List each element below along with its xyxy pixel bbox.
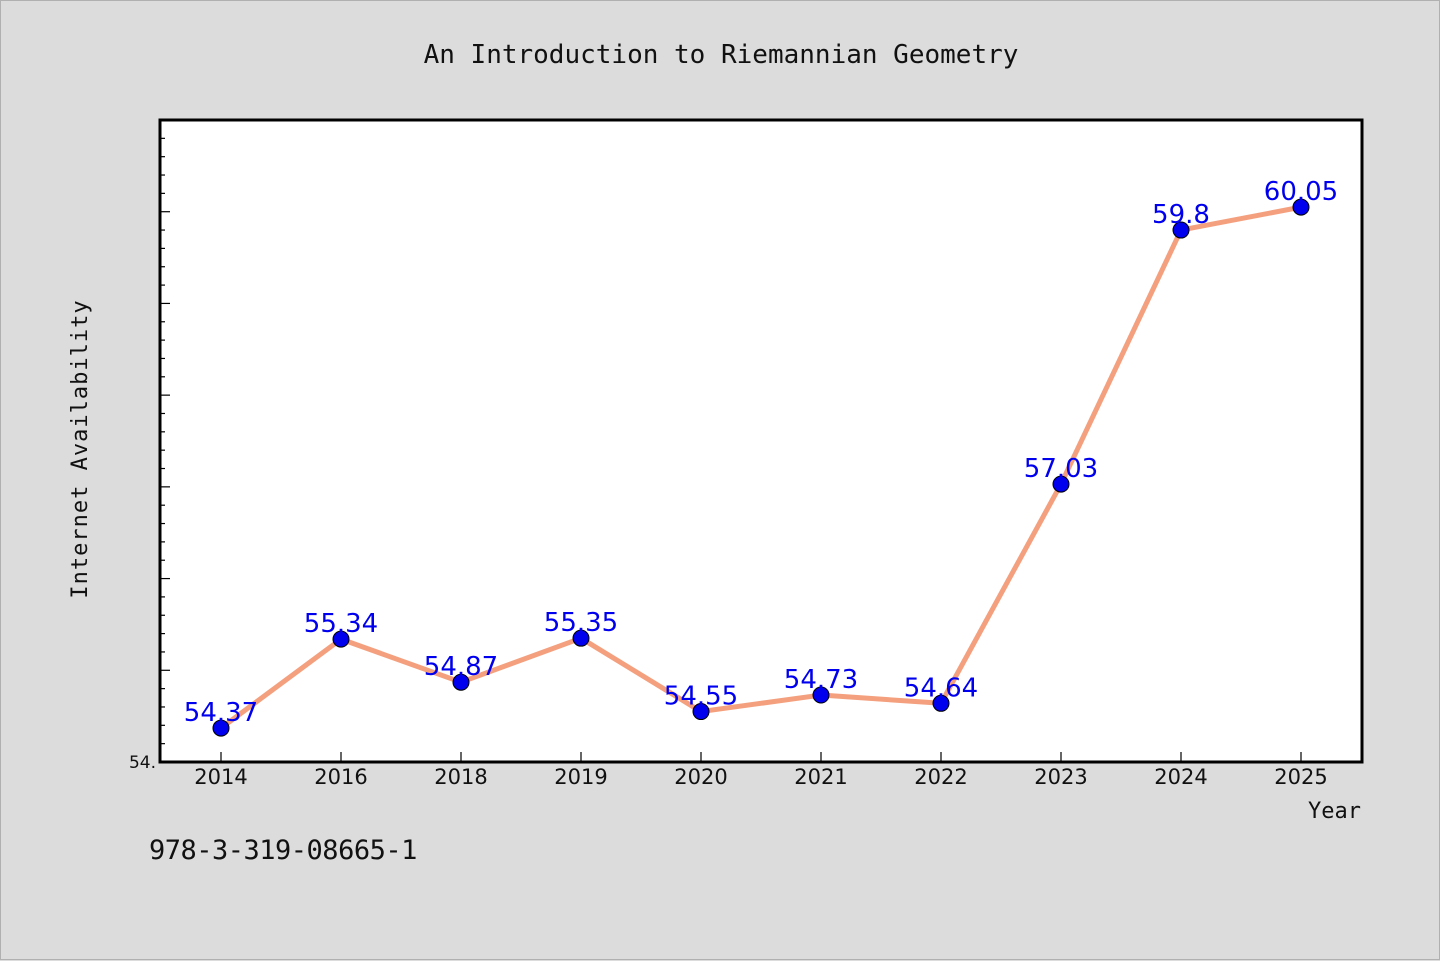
x-tick-label: 2016 <box>314 765 367 789</box>
data-point-marker <box>1052 475 1070 493</box>
x-tick-label: 2021 <box>794 765 847 789</box>
x-tick-label: 2023 <box>1034 765 1087 789</box>
x-tick-label: 2014 <box>194 765 247 789</box>
y-axis-ticks <box>160 119 170 763</box>
data-label: 57.03 <box>1024 454 1098 484</box>
x-tick-label: 2025 <box>1274 765 1327 789</box>
data-label: 54.64 <box>904 673 978 703</box>
data-point-marker <box>1292 198 1310 216</box>
y-axis-label: Internet Availability <box>68 299 93 598</box>
data-point-marker <box>452 673 470 691</box>
data-label: 55.34 <box>304 609 378 639</box>
data-label: 59.8 <box>1152 200 1210 230</box>
data-label: 54.87 <box>424 652 498 682</box>
x-tick-label: 2024 <box>1154 765 1207 789</box>
data-point-marker <box>1172 221 1190 239</box>
data-point-marker <box>332 630 350 648</box>
x-tick-label: 2019 <box>554 765 607 789</box>
x-axis-tick-labels: 2014 2016 2018 2019 2020 2021 2022 2023 2024 2025 <box>194 765 1327 789</box>
x-tick-label: 2018 <box>434 765 487 789</box>
plot-area <box>158 118 1364 764</box>
x-tick-label: 2022 <box>914 765 967 789</box>
x-tick-label: 2020 <box>674 765 727 789</box>
chart-title: An Introduction to Riemannian Geometry <box>424 40 1019 70</box>
data-label: 54.73 <box>784 665 858 695</box>
data-markers <box>212 198 1310 737</box>
x-axis-label: Year <box>1308 799 1361 824</box>
data-label: 60.05 <box>1264 177 1338 207</box>
data-point-marker <box>812 686 830 704</box>
data-label: 54.37 <box>184 698 258 728</box>
data-label: 54.55 <box>664 682 738 712</box>
data-labels: 54.37 55.34 54.87 55.35 54.55 54.73 54.64 57.03… <box>184 177 1338 728</box>
data-point-marker <box>692 703 710 721</box>
series-line <box>218 204 1304 731</box>
x-axis-ticks <box>220 752 1302 762</box>
isbn-text: 978-3-319-08665-1 <box>149 835 417 866</box>
data-point-marker <box>212 719 230 737</box>
data-label: 55.35 <box>544 608 618 638</box>
data-point-marker <box>932 694 950 712</box>
data-point-marker <box>572 629 590 647</box>
y-tick-label: 54. <box>129 753 156 773</box>
